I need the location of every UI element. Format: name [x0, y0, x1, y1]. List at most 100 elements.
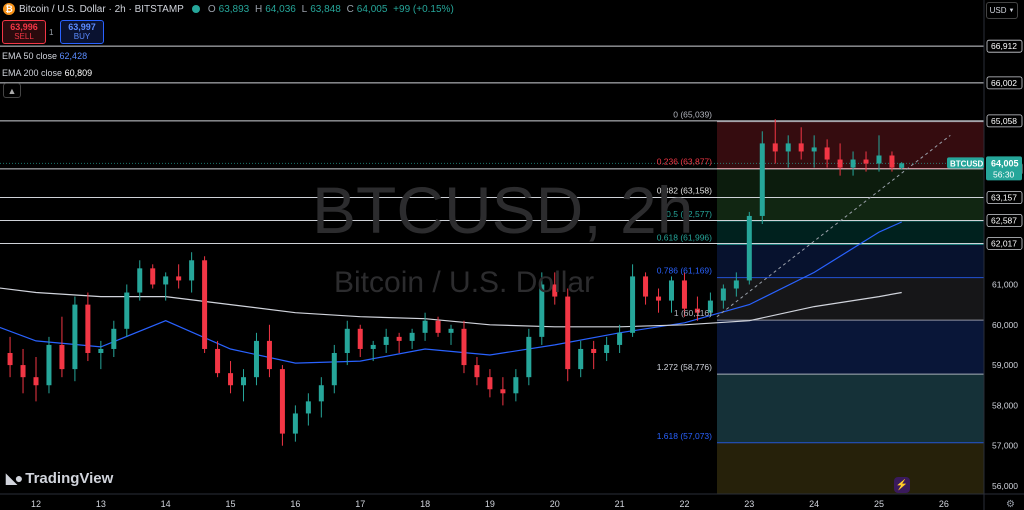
tradingview-logo: ◣● TradingView [6, 470, 113, 487]
candle-body [899, 163, 905, 168]
sell-label: SELL [14, 32, 34, 41]
last-price-badge [986, 156, 1022, 181]
fib-zone [717, 121, 984, 169]
candle-body [228, 373, 234, 386]
chevron-up-icon: ▲ [7, 85, 17, 96]
time-axis[interactable]: 12 13 14 15 16 17 18 19 20 21 22 23 24 25 26 ⚙ [0, 493, 1024, 510]
candle-body [331, 352, 337, 386]
time-tick-label: 20 [550, 499, 560, 509]
candle-body [720, 288, 726, 301]
trend-line-path [716, 134, 951, 318]
fib-level-label: 0.786 (61,169) [657, 266, 712, 276]
candle-body [617, 332, 623, 345]
high-value: 64,036 [265, 3, 296, 15]
fib-level-label: 0.382 (63,158) [657, 185, 712, 195]
price-axis[interactable]: 56,000 57,000 58,000 59,000 60,000 61,000 66,9… [947, 0, 1024, 510]
fib-zone [717, 197, 984, 221]
gear-icon: ⚙ [1006, 499, 1015, 510]
candle-body [279, 369, 285, 434]
candle-body [707, 300, 713, 313]
level-price-label: 62,587 [991, 216, 1017, 226]
symbol-badge [947, 157, 984, 169]
time-tick-label: 14 [161, 499, 171, 509]
time-tick-label: 25 [874, 499, 884, 509]
candle-body [837, 159, 843, 168]
buy-button[interactable]: 63,997 BUY [60, 20, 104, 44]
fib-level-label: 0.618 (61,996) [657, 232, 712, 242]
price-tick-label: 59,000 [992, 360, 1018, 370]
candle-body [202, 260, 208, 349]
candle-body [681, 280, 687, 309]
candle-body [396, 336, 402, 341]
price-tick-label: 61,000 [992, 279, 1018, 289]
time-tick-label: 13 [96, 499, 106, 509]
candle-body [253, 340, 259, 378]
candle-body [266, 340, 272, 370]
time-tick-label: 19 [485, 499, 495, 509]
fib-level-label: 1.618 (57,073) [657, 431, 712, 441]
fib-zone [717, 168, 984, 198]
candle-body [46, 344, 52, 386]
low-label: L [301, 3, 308, 15]
ema-lines [0, 221, 902, 364]
symbol-header: ₿ Bitcoin / U.S. Dollar · 2h · BITSTAMP … [0, 0, 457, 18]
ema50-label: EMA 50 close [2, 51, 58, 61]
candle-body [552, 284, 558, 297]
time-tick-label: 17 [355, 499, 365, 509]
fib-level-label: 1 (60,116) [674, 308, 712, 318]
candle-body [811, 147, 817, 152]
candle-body [292, 413, 298, 434]
candle-body [409, 332, 415, 341]
ema-line [0, 221, 902, 364]
fib-level-label: 0.5 (62,577) [666, 209, 712, 219]
candle-body [344, 328, 350, 353]
time-tick-label: 12 [31, 499, 41, 509]
change-value: +99 (+0.15%) [393, 3, 454, 15]
candle-body [668, 280, 674, 301]
countdown-label: 56:30 [993, 169, 1015, 179]
candle-body [500, 389, 506, 394]
candle-body [759, 143, 765, 216]
fib-zone [717, 220, 984, 245]
candle-body [72, 304, 78, 370]
candle-body [98, 348, 104, 353]
price-tick-label: 56,000 [992, 481, 1018, 491]
sell-price: 63,996 [10, 22, 38, 32]
level-price-badge [986, 237, 1023, 250]
level-price-label: 63,157 [991, 193, 1017, 203]
candle-body [85, 304, 91, 353]
bitcoin-icon: ₿ [3, 3, 15, 15]
buy-price: 63,997 [68, 22, 96, 32]
sell-button[interactable]: 63,996 SELL [2, 20, 46, 44]
time-tick-label: 23 [744, 499, 754, 509]
time-tick-label: 24 [809, 499, 819, 509]
candle-body [526, 336, 532, 378]
candle-body [124, 292, 130, 329]
lightning-icon[interactable]: ⚡ [894, 477, 910, 493]
level-price-label: 62,017 [991, 238, 1017, 248]
low-value: 63,848 [310, 3, 341, 15]
candle-body [850, 159, 856, 168]
indicator-ema50[interactable]: EMA 50 close 62,428 [2, 51, 87, 61]
collapse-indicators-button[interactable]: ▲ [3, 83, 21, 98]
ema200-value: 60,809 [64, 68, 93, 78]
indicator-ema200[interactable]: EMA 200 close 60,809 [2, 68, 92, 78]
candle-body [604, 344, 610, 353]
currency-selector[interactable]: USD ▼ [986, 2, 1018, 19]
fib-level-label: 0.236 (63,877) [657, 157, 712, 167]
level-price-badge [986, 114, 1023, 128]
candle-body [448, 328, 454, 333]
symbol-title[interactable]: Bitcoin / U.S. Dollar · 2h · BITSTAMP [19, 3, 184, 15]
candle-body [798, 143, 804, 152]
symbol-badge-label: BTCUSD [950, 159, 984, 168]
fib-zone [717, 277, 984, 321]
fibonacci-zones [717, 121, 984, 494]
candle-body [422, 320, 428, 333]
chevron-down-icon: ▼ [1008, 7, 1015, 14]
candle-body [876, 155, 882, 164]
tradingview-icon: ◣● [6, 470, 23, 486]
candle-body [33, 377, 39, 386]
candle-body [578, 348, 584, 370]
level-price-label: 66,002 [991, 78, 1017, 88]
